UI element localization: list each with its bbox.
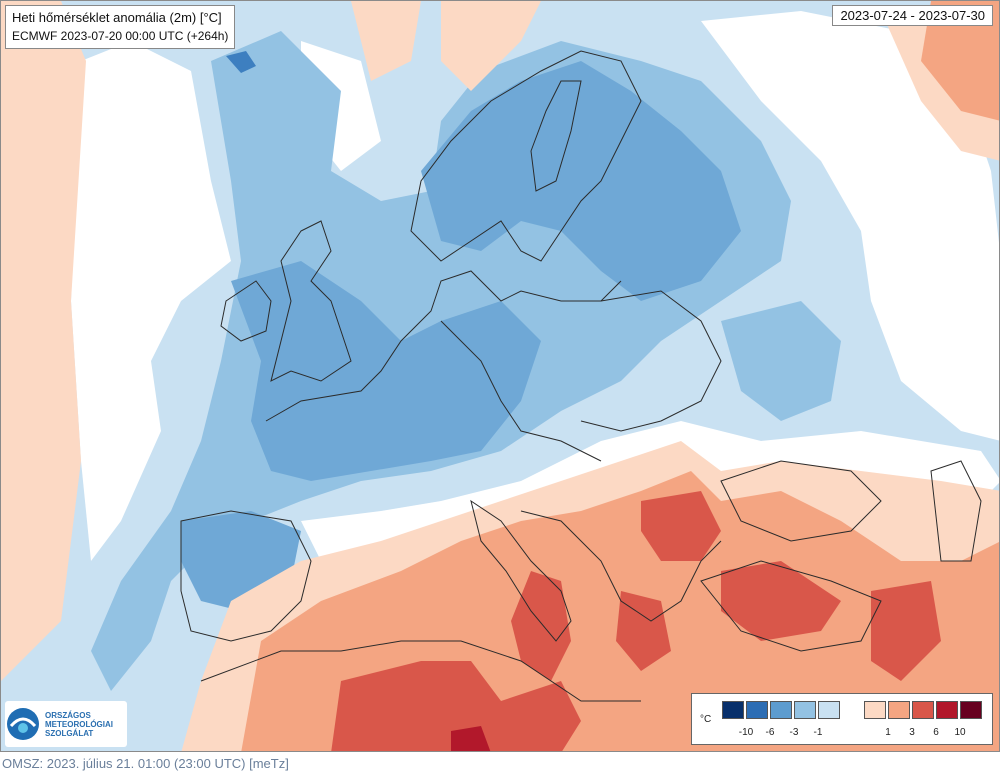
logo-emblem-icon bbox=[7, 708, 39, 740]
legend-swatch-warm-2 bbox=[912, 701, 934, 719]
legend-swatch-cold-0 bbox=[722, 701, 744, 719]
legend-label-warm-3: 10 bbox=[954, 727, 966, 738]
border-central-europe bbox=[440, 320, 602, 462]
legend-swatch-cold-1 bbox=[746, 701, 768, 719]
coast-scandinavia bbox=[410, 50, 642, 262]
hot-zone-libya-peak bbox=[451, 726, 491, 751]
legend-swatch-cold-2 bbox=[770, 701, 792, 719]
hot-zone-italy bbox=[511, 571, 571, 681]
legend-label-warm-2: 6 bbox=[933, 727, 939, 738]
date-range-badge: 2023-07-24 - 2023-07-30 bbox=[832, 5, 993, 26]
coast-gulf-bothnia bbox=[530, 80, 582, 192]
coast-italy bbox=[470, 499, 572, 642]
legend-swatch-warm-3 bbox=[936, 701, 958, 719]
hot-zone-north-africa bbox=[331, 661, 581, 751]
color-legend: °C -10 -6 -3 -1 1 3 6 10 bbox=[691, 693, 993, 745]
map-subtitle: ECMWF 2023-07-20 00:00 UTC (+264h) bbox=[12, 29, 229, 43]
hot-zone-anatolia bbox=[721, 561, 841, 641]
warm-zone-north-atlantic bbox=[351, 1, 421, 81]
legend-label-cold-3: -1 bbox=[813, 727, 823, 738]
logo-line-3: SZOLGÁLAT bbox=[45, 728, 94, 738]
legend-swatch-warm-4 bbox=[960, 701, 982, 719]
hot-zone-greece bbox=[616, 591, 671, 671]
legend-swatch-cold-3 bbox=[794, 701, 816, 719]
neutral-zone-north-east bbox=[701, 11, 999, 441]
coast-british-isles bbox=[270, 220, 352, 382]
logo-line-2: METEOROLÓGIAI bbox=[45, 719, 113, 729]
coastlines bbox=[180, 50, 982, 702]
hot-zone-balkans bbox=[641, 491, 721, 561]
legend-label-cold-2: -3 bbox=[789, 727, 799, 738]
coast-black-sea bbox=[720, 460, 882, 542]
legend-swatch-warm-1 bbox=[888, 701, 910, 719]
coast-anatolia bbox=[700, 560, 882, 652]
logo-text: ORSZÁGOS METEOROLÓGIAI SZOLGÁLAT bbox=[45, 711, 113, 738]
coast-north-africa bbox=[200, 640, 641, 702]
border-eastern-europe bbox=[580, 290, 722, 432]
omsz-logo: ORSZÁGOS METEOROLÓGIAI SZOLGÁLAT bbox=[5, 701, 127, 747]
blue-zone-western-europe bbox=[231, 261, 541, 481]
neutral-zone-west-atlantic bbox=[71, 41, 231, 561]
blue-zone-scandinavia bbox=[421, 61, 741, 301]
legend-label-cold-1: -6 bbox=[765, 727, 775, 738]
coast-western-europe bbox=[265, 270, 622, 422]
footer-credit: OMSZ: 2023. július 21. 01:00 (23:00 UTC)… bbox=[2, 756, 289, 771]
coast-iberia bbox=[180, 510, 312, 642]
hot-zone-middle-east bbox=[871, 581, 941, 681]
warm-zone-north bbox=[441, 1, 541, 91]
legend-swatch-cold-4 bbox=[818, 701, 840, 719]
legend-swatch-warm-0 bbox=[864, 701, 886, 719]
anomaly-map bbox=[1, 1, 999, 751]
map-title: Heti hőmérséklet anomália (2m) [°C] bbox=[12, 10, 222, 25]
legend-label-cold-0: -10 bbox=[738, 727, 754, 738]
title-box: Heti hőmérséklet anomália (2m) [°C] ECMW… bbox=[5, 5, 236, 49]
coast-caspian bbox=[930, 460, 982, 562]
legend-unit: °C bbox=[700, 714, 712, 725]
warm-zone-russia bbox=[921, 1, 999, 121]
coast-balkans bbox=[520, 510, 722, 622]
map-frame: Heti hőmérséklet anomália (2m) [°C] ECMW… bbox=[0, 0, 1000, 752]
blue-zone-eastern bbox=[721, 301, 841, 421]
logo-line-1: ORSZÁGOS bbox=[45, 710, 91, 720]
warm-zone-atlantic-west bbox=[1, 1, 86, 681]
coast-ireland bbox=[220, 280, 272, 342]
blue-spot-atlantic bbox=[226, 51, 256, 73]
legend-label-warm-1: 3 bbox=[909, 727, 915, 738]
legend-label-warm-0: 1 bbox=[885, 727, 891, 738]
